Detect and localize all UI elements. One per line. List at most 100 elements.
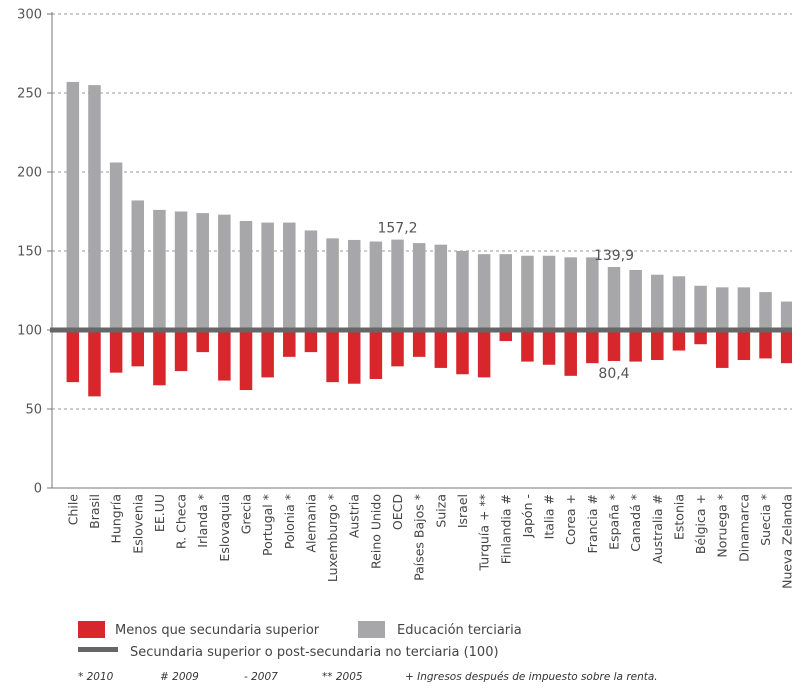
- note-ingresos: + Ingresos después de impuesto sobre la …: [405, 671, 658, 683]
- y-tick-label: 0: [34, 482, 42, 497]
- category-label: Grecia: [239, 494, 254, 534]
- annotations: 157,2 139,9 80,4: [377, 221, 634, 382]
- bar-terciaria: [672, 276, 686, 330]
- bar-menos-secundaria: [218, 330, 231, 381]
- baseline-100: [50, 327, 792, 333]
- bar-terciaria: [737, 287, 751, 330]
- bar-terciaria: [88, 85, 101, 330]
- bar-menos-secundaria: [715, 330, 729, 368]
- bar-terciaria: [477, 254, 491, 330]
- bar-menos-secundaria: [196, 330, 209, 353]
- category-label: Irlanda *: [195, 494, 210, 548]
- category-label: Israel: [455, 494, 470, 528]
- category-label: Suecia *: [758, 494, 773, 546]
- legend-swatch-line: [78, 647, 118, 652]
- bar-terciaria: [412, 243, 426, 330]
- bar-terciaria: [196, 213, 209, 330]
- annotation-label: 139,9: [594, 248, 634, 264]
- bar-menos-secundaria: [153, 330, 166, 386]
- category-label: Reino Unido: [368, 494, 383, 569]
- bar-menos-secundaria: [109, 330, 123, 373]
- bar-terciaria: [434, 244, 448, 330]
- bar-menos-secundaria: [347, 330, 361, 384]
- bar-menos-secundaria: [586, 330, 599, 364]
- baseline: [50, 327, 792, 333]
- bar-menos-secundaria: [326, 330, 339, 383]
- bar-menos-secundaria: [477, 330, 491, 378]
- bar-menos-secundaria: [434, 330, 448, 368]
- category-label: Brasil: [87, 494, 102, 529]
- bar-terciaria: [66, 81, 80, 330]
- category-label: Noruega *: [715, 494, 730, 558]
- category-label: Eslovaquia: [217, 494, 232, 562]
- bar-terciaria: [607, 266, 621, 330]
- legend-swatch-grey: [358, 621, 385, 638]
- bar-menos-secundaria: [391, 330, 404, 367]
- y-tick-label: 200: [17, 166, 42, 181]
- bar-terciaria: [174, 211, 188, 330]
- category-label: Australia #: [650, 494, 665, 564]
- bar-terciaria: [694, 285, 707, 330]
- category-label: Nueva Zelanda: [780, 494, 792, 589]
- category-label: Chile: [65, 494, 80, 526]
- category-label: R. Checa: [174, 494, 189, 549]
- bar-terciaria: [521, 255, 534, 330]
- bar-terciaria: [283, 222, 296, 330]
- bar-terciaria: [456, 251, 469, 330]
- note-2009: # 2009: [160, 671, 199, 683]
- annotation-label: 80,4: [598, 366, 629, 382]
- footnotes: * 2010 # 2009 - 2007 ** 2005 + Ingresos …: [78, 671, 658, 683]
- category-label: Luxemburgo *: [325, 494, 340, 582]
- y-tick-label: 100: [17, 324, 42, 339]
- y-axis: 0 50 100 150 200 250 300: [17, 8, 792, 497]
- bar-terciaria: [131, 200, 145, 330]
- bar-terciaria: [369, 241, 383, 330]
- category-label: Japón -: [520, 494, 535, 538]
- category-label: Italia #: [542, 494, 557, 539]
- bar-terciaria: [759, 292, 772, 330]
- bar-terciaria: [586, 257, 599, 330]
- category-label: Suiza: [433, 494, 448, 528]
- bar-menos-secundaria: [542, 330, 556, 365]
- bar-terciaria: [564, 257, 577, 330]
- bar-menos-secundaria: [694, 330, 707, 345]
- bar-menos-secundaria: [521, 330, 534, 362]
- category-label: Finlandia #: [498, 494, 513, 564]
- bar-menos-secundaria: [239, 330, 253, 391]
- note-2005: ** 2005: [322, 671, 363, 683]
- bar-terciaria: [391, 239, 404, 330]
- category-label: Alemania: [303, 494, 318, 553]
- category-label: Canadá *: [628, 494, 643, 552]
- bar-terciaria: [347, 239, 361, 330]
- bars: [66, 81, 792, 397]
- category-label: Corea +: [563, 494, 578, 545]
- category-label: EE.UU: [152, 494, 167, 532]
- bar-menos-secundaria: [412, 330, 426, 357]
- bar-menos-secundaria: [131, 330, 145, 367]
- category-label: Francia #: [585, 494, 600, 553]
- bar-terciaria: [780, 301, 792, 330]
- bar-menos-secundaria: [456, 330, 469, 375]
- note-2007: - 2007: [244, 671, 278, 683]
- bar-menos-secundaria: [564, 330, 577, 376]
- y-tick-label: 150: [17, 245, 42, 260]
- bar-terciaria: [109, 162, 123, 330]
- bar-terciaria: [326, 238, 339, 330]
- bar-menos-secundaria: [283, 330, 296, 357]
- bar-menos-secundaria: [369, 330, 383, 379]
- category-label: Bélgica +: [693, 494, 708, 554]
- category-label: España *: [607, 494, 622, 550]
- bar-terciaria: [304, 230, 318, 330]
- bar-menos-secundaria: [174, 330, 188, 372]
- bar-menos-secundaria: [651, 330, 664, 361]
- bar-terciaria: [239, 220, 253, 330]
- legend-label-terciaria: Educación terciaria: [397, 623, 522, 638]
- bar-menos-secundaria: [304, 330, 318, 353]
- bar-terciaria: [651, 274, 664, 330]
- bar-terciaria: [715, 287, 729, 330]
- bar-menos-secundaria: [672, 330, 686, 351]
- bar-menos-secundaria: [499, 330, 513, 342]
- bar-terciaria: [218, 214, 231, 330]
